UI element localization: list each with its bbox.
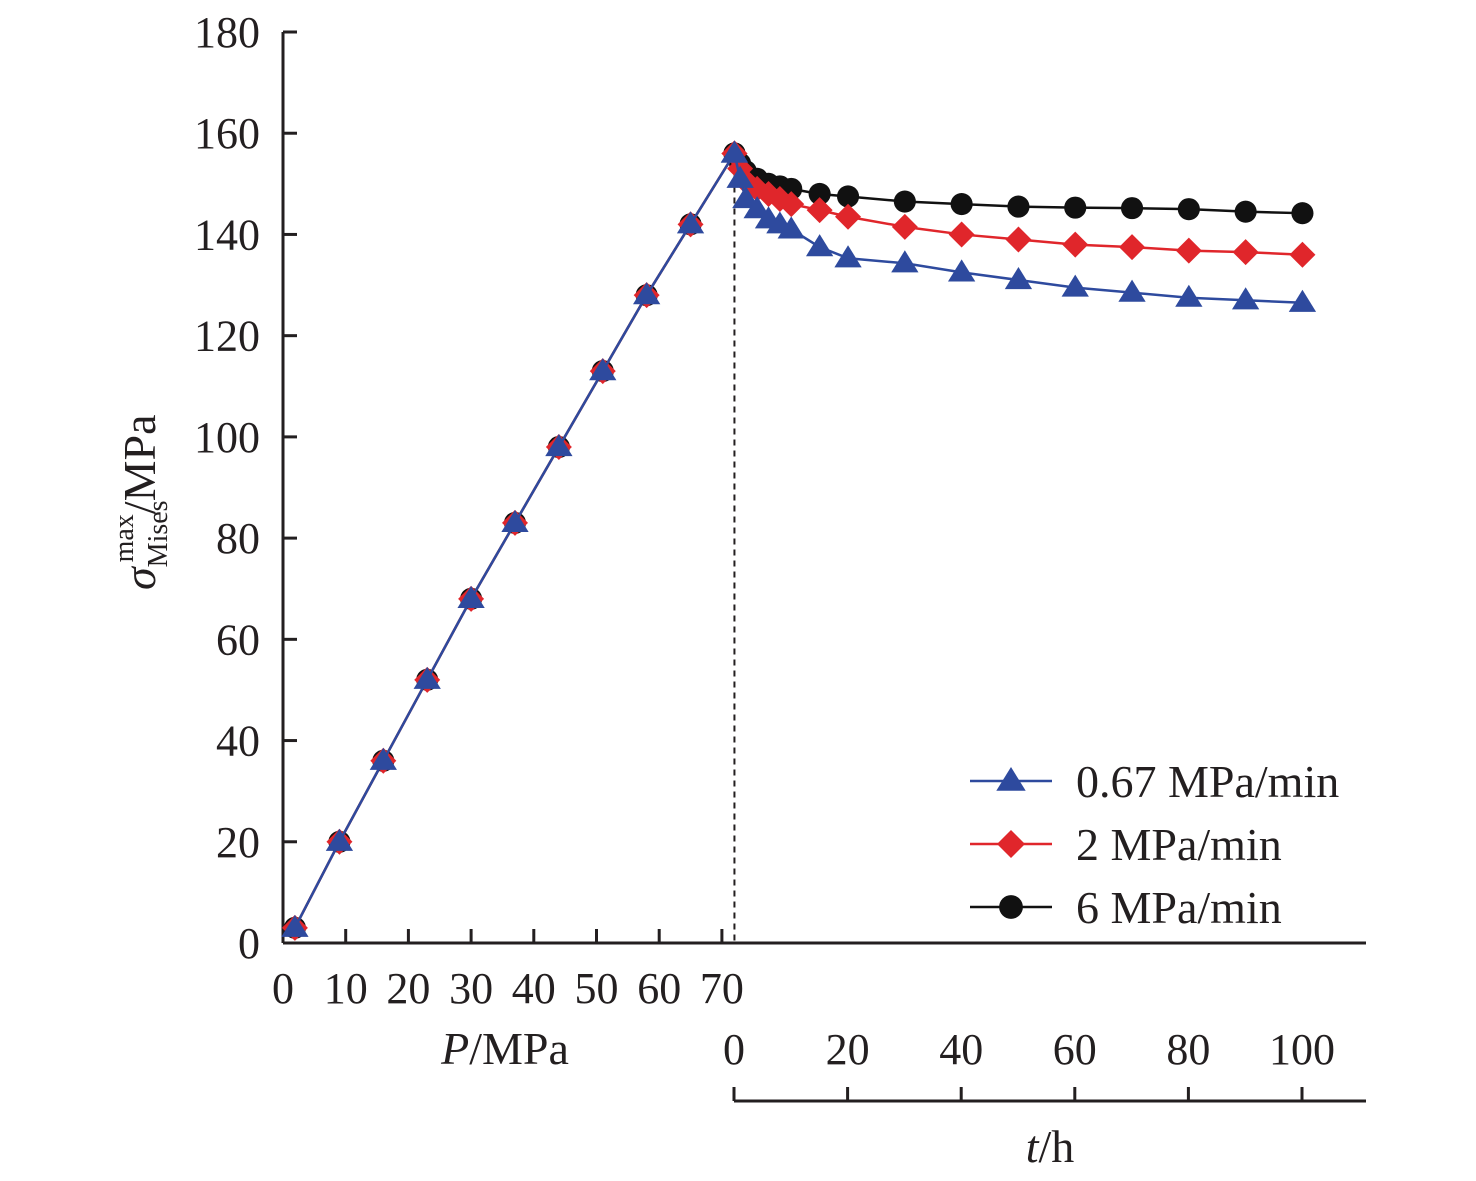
x-tick-label-P: 50 (575, 964, 619, 1013)
y-tick-label: 140 (194, 210, 260, 259)
x-tick-label-P: 20 (386, 964, 430, 1013)
series-layer (281, 140, 1317, 941)
circle-marker (950, 193, 973, 216)
legend-item: 0.67 MPa/min (970, 756, 1339, 807)
circle-marker (836, 185, 860, 208)
triangle-marker (457, 585, 485, 608)
y-tick-label: 120 (194, 312, 260, 361)
axes: 0 20 40 60 80 100 120 140 160 180 0 10 20 30 40 50 60 70 0… (194, 8, 1366, 1103)
x-tick-label-P: 60 (637, 964, 681, 1013)
triangle-marker (1118, 279, 1146, 302)
triangle-marker (805, 234, 834, 257)
triangle-marker (545, 434, 573, 457)
y-tick-label: 100 (194, 413, 260, 462)
y-tick-label: 80 (216, 514, 260, 563)
y-tick-label: 160 (194, 109, 260, 158)
triangle-marker (369, 747, 397, 770)
triangle-marker (834, 245, 862, 268)
triangle-marker (732, 186, 760, 209)
circle-marker (1007, 195, 1030, 218)
series-0-67-mpa-min (281, 140, 1317, 937)
y-tick-label: 40 (216, 717, 260, 766)
x-tick-label-P: 40 (512, 964, 556, 1013)
legend-item: 6 MPa/min (970, 882, 1282, 933)
diamond-marker (1289, 241, 1316, 268)
svg-text:σMisesmax/MPa: σMisesmax/MPa (109, 415, 174, 591)
triangle-marker (1175, 284, 1203, 307)
diamond-marker (1062, 231, 1089, 258)
x-tick-label-t: 20 (826, 1025, 870, 1074)
legend-label: 2 MPa/min (1076, 819, 1282, 870)
x-axis-label-P: P/MPa (440, 1023, 569, 1074)
circle-marker (1177, 198, 1200, 221)
legend-label: 0.67 MPa/min (1076, 756, 1339, 807)
triangle-marker (325, 828, 354, 851)
y-tick-label: 20 (216, 818, 260, 867)
triangle-marker (726, 165, 754, 188)
circle-marker (1291, 202, 1314, 225)
triangle-marker (501, 509, 529, 533)
x-tick-label-P: 10 (324, 964, 368, 1013)
legend: 0.67 MPa/min 2 MPa/min 6 MPa/min (970, 756, 1339, 933)
legend-item: 2 MPa/min (970, 819, 1282, 870)
diamond-marker (948, 221, 975, 248)
diamond-marker (1232, 239, 1259, 266)
triangle-marker (1061, 274, 1089, 297)
triangle-marker (413, 666, 441, 689)
x-tick-label-t: 40 (939, 1025, 983, 1074)
series-line (293, 150, 1303, 929)
x-tick-label-t: 60 (1053, 1025, 1097, 1074)
diamond-marker (1119, 234, 1146, 261)
circle-marker (999, 895, 1023, 919)
triangle-marker (281, 914, 309, 937)
y-axis-label: σMisesmax/MPa (109, 415, 174, 591)
circle-marker (1120, 197, 1144, 220)
diamond-marker (1175, 237, 1202, 264)
x-tick-label-t: 0 (723, 1025, 745, 1074)
triangle-marker (947, 259, 976, 282)
circle-marker (893, 190, 916, 213)
x-tick-label-P: 0 (272, 964, 294, 1013)
x-axis-label-t: t/h (1026, 1121, 1075, 1172)
triangle-marker (1231, 287, 1260, 310)
triangle-marker (720, 140, 749, 163)
circle-marker (808, 182, 831, 206)
diamond-marker (997, 830, 1025, 858)
diamond-marker (891, 213, 918, 240)
triangle-marker (777, 216, 805, 239)
diamond-marker (1005, 226, 1032, 253)
x-tick-label-P: 30 (449, 964, 493, 1013)
x-tick-label-t: 100 (1269, 1025, 1335, 1074)
triangle-marker (589, 358, 617, 381)
triangle-marker (743, 196, 771, 219)
triangle-marker (891, 250, 919, 273)
diamond-marker (778, 191, 805, 218)
circle-marker (1064, 196, 1087, 219)
series-line (293, 150, 1303, 929)
triangle-marker (1288, 289, 1317, 312)
triangle-marker (676, 211, 705, 234)
diamond-marker (835, 203, 862, 230)
series-line (293, 151, 1303, 929)
x-tick-label-t: 80 (1166, 1025, 1210, 1074)
diamond-marker (806, 197, 833, 224)
x-tick-label-P: 70 (700, 964, 744, 1013)
triangle-marker (633, 282, 661, 305)
y-tick-label: 180 (194, 8, 260, 57)
y-tick-label: 0 (238, 919, 260, 968)
circle-marker (1234, 200, 1257, 223)
triangle-marker (1004, 266, 1033, 290)
legend-label: 6 MPa/min (1076, 882, 1282, 933)
y-tick-label: 60 (216, 615, 260, 664)
triangle-marker (996, 767, 1026, 791)
